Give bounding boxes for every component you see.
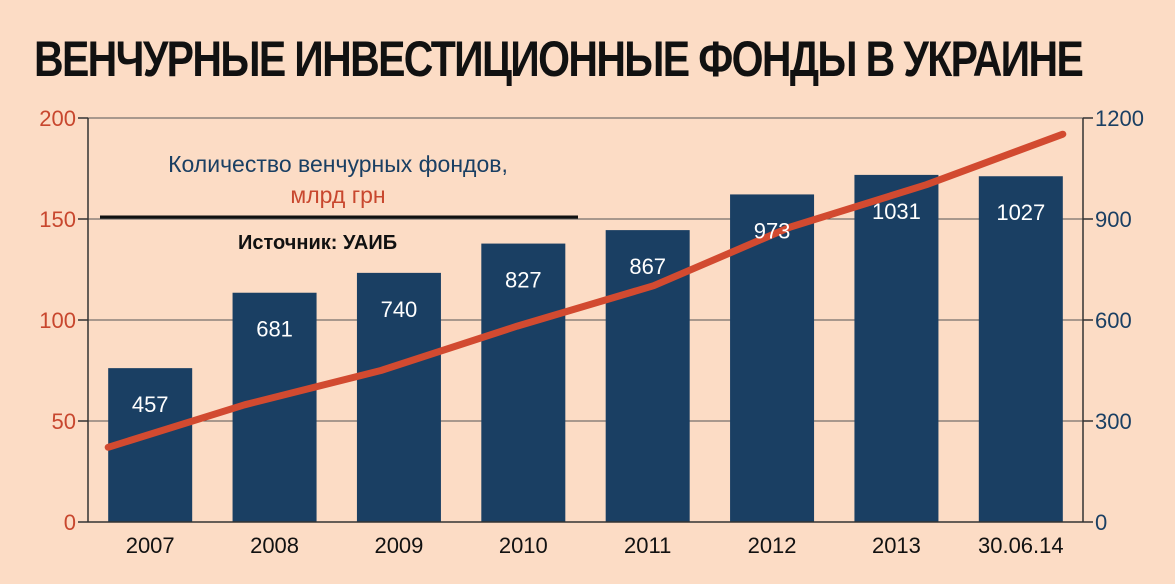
chart-title: ВЕНЧУРНЫЕ ИНВЕСТИЦИОННЫЕ ФОНДЫ В УКРАИНЕ [34, 31, 1084, 87]
bar-labels: 457 681 740 827 867 973 1031 1027 [132, 199, 1045, 417]
bar-value-label: 973 [754, 218, 791, 243]
bar-value-label: 1027 [996, 200, 1045, 225]
left-axis-tick-label: 150 [39, 207, 76, 232]
bar-value-label: 457 [132, 392, 169, 417]
bar [730, 194, 815, 522]
x-axis-tick-label: 30.06.14 [978, 533, 1064, 558]
x-axis-tick-label: 2010 [499, 533, 548, 558]
tick-labels: 0 50 100 150 200 0 300 600 900 1200 2007 2008 2009 20… [39, 106, 1144, 558]
left-axis-tick-label: 200 [39, 106, 76, 131]
bars [108, 174, 1063, 523]
left-axis-tick-label: 100 [39, 308, 76, 333]
left-axis-tick-label: 50 [52, 409, 76, 434]
x-axis-tick-label: 2011 [624, 533, 671, 558]
bar-value-label: 740 [381, 297, 418, 322]
legend-line-label: млрд грн [290, 182, 385, 208]
x-axis-tick-label: 2008 [250, 533, 299, 558]
right-axis-tick-label: 900 [1095, 207, 1132, 232]
right-axis-tick-label: 300 [1095, 409, 1132, 434]
right-axis-tick-label: 1200 [1095, 106, 1144, 131]
bar [854, 174, 939, 522]
axes [78, 117, 1093, 523]
bar-value-label: 867 [629, 254, 666, 279]
x-axis-tick-label: 2012 [748, 533, 797, 558]
x-axis-tick-label: 2009 [374, 533, 423, 558]
right-axis-tick-label: 0 [1095, 510, 1107, 535]
bar-value-label: 1031 [872, 199, 921, 224]
bar [481, 243, 566, 522]
x-axis-tick-label: 2007 [126, 533, 175, 558]
source-label: Источник: УАИБ [238, 232, 397, 254]
right-axis-tick-label: 600 [1095, 308, 1132, 333]
series-line [104, 130, 1067, 451]
left-axis-tick-label: 0 [64, 510, 76, 535]
x-axis-tick-label: 2013 [872, 533, 921, 558]
bar-value-label: 827 [505, 268, 542, 293]
bar [978, 176, 1063, 522]
line-layer [104, 130, 1067, 451]
legend-bars-label: Количество венчурных фондов, [168, 151, 508, 177]
bar-value-label: 681 [256, 317, 293, 342]
bar [356, 272, 441, 522]
